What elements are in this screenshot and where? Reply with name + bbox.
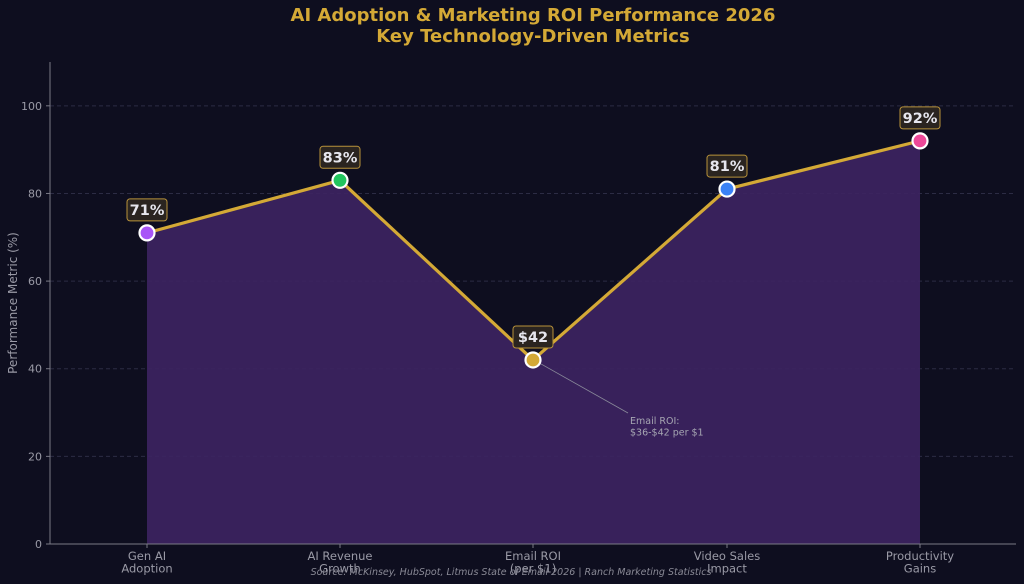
annotation-text: Email ROI: <box>630 416 679 427</box>
x-tick-label: (per $1) <box>510 562 556 576</box>
x-tick-label: Gains <box>904 562 936 576</box>
chart-subtitle: Key Technology-Driven Metrics <box>376 26 689 47</box>
data-label: 92% <box>903 111 938 127</box>
y-tick-label: 100 <box>21 100 42 113</box>
data-point <box>718 180 736 198</box>
data-point <box>911 132 929 150</box>
annotation-layer: Email ROI:$36-$42 per $1 <box>540 363 704 439</box>
annotation-text: $36-$42 per $1 <box>630 428 704 439</box>
data-label: 83% <box>323 150 358 166</box>
y-axis-label: Performance Metric (%) <box>6 232 20 374</box>
x-tick-label: Growth <box>319 562 361 576</box>
area-fill <box>147 140 920 544</box>
data-point <box>138 224 156 242</box>
data-label-box <box>319 145 361 169</box>
x-tick-label: Adoption <box>121 562 172 576</box>
y-tick-label: 40 <box>28 363 42 376</box>
source-note: Source: McKinsey, HubSpot, Litmus State … <box>311 567 712 578</box>
x-tick-label: Productivity <box>886 549 954 563</box>
y-tick-label: 80 <box>28 187 42 200</box>
data-label-box <box>126 198 168 222</box>
data-label: $42 <box>518 330 548 346</box>
axes: 0 20 40 60 80 100 <box>21 62 1016 551</box>
data-label-box <box>706 154 748 178</box>
data-label: 71% <box>130 203 165 219</box>
data-point <box>331 171 349 189</box>
data-point <box>524 351 542 369</box>
x-tick-label: AI Revenue <box>308 549 373 563</box>
data-label-layer: 71% 83% $42 81% 92% <box>126 106 941 349</box>
x-tick-label: Gen AI <box>128 549 166 563</box>
x-tick-label: Email ROI <box>505 549 561 563</box>
annotation-arrow <box>540 363 629 414</box>
chart-title: AI Adoption & Marketing ROI Performance … <box>291 5 776 26</box>
y-tick-label: 20 <box>28 450 42 463</box>
y-tick-label: 60 <box>28 275 42 288</box>
data-label: 81% <box>710 159 745 175</box>
data-label-box <box>512 325 554 349</box>
marker-layer <box>138 132 929 369</box>
x-tick-label: Video Sales <box>694 549 760 563</box>
area-layer <box>147 140 920 544</box>
x-tick-label: Impact <box>707 562 747 576</box>
data-label-box <box>899 106 941 130</box>
y-tick-label: 0 <box>35 538 42 551</box>
